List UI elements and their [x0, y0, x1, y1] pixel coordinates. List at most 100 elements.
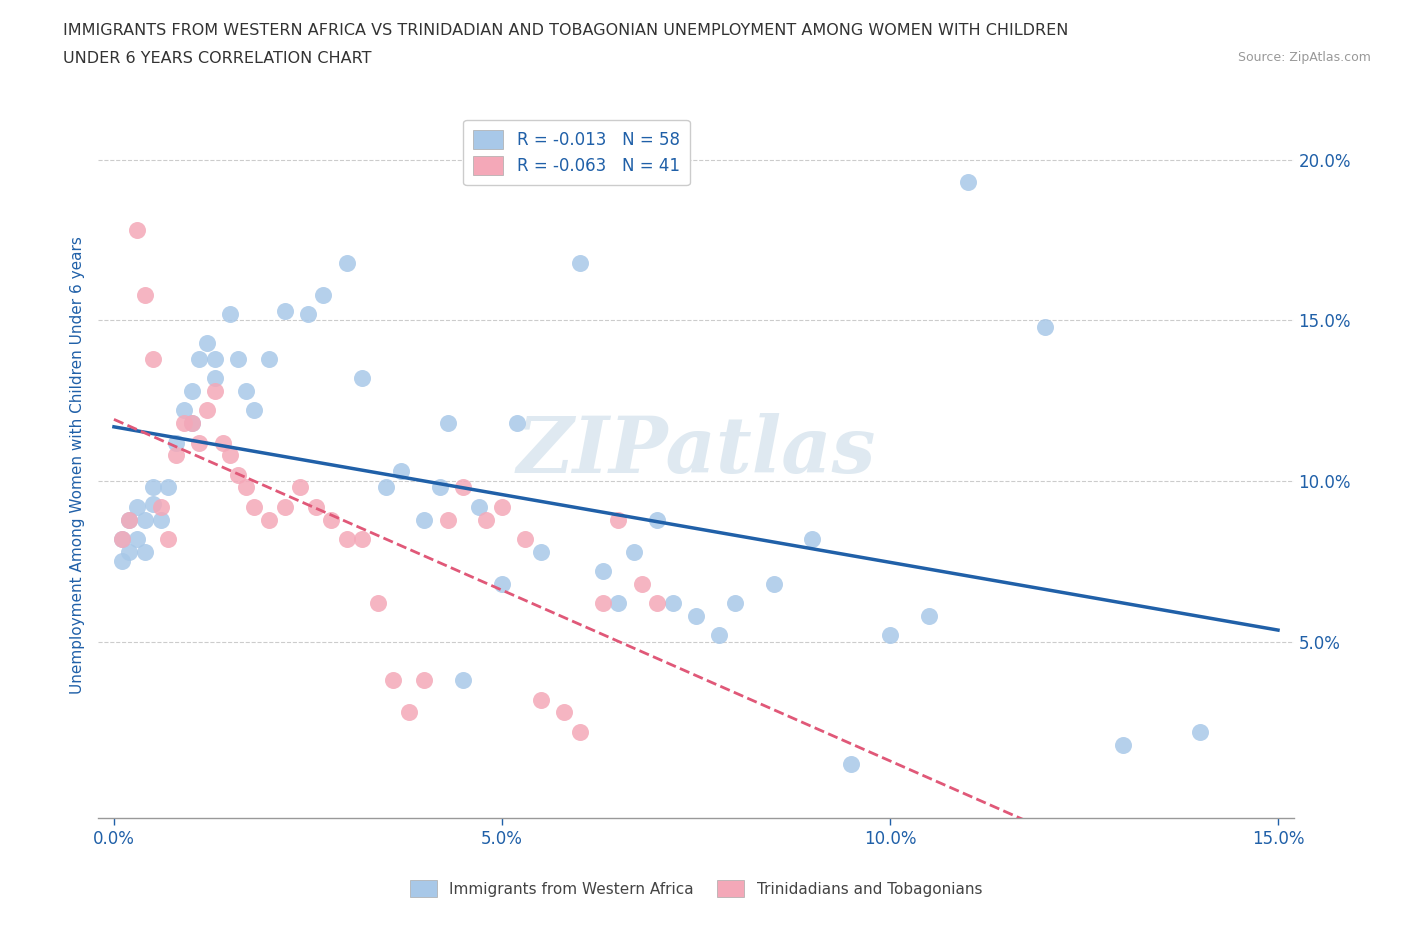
Point — [173, 403, 195, 418]
Point — [352, 371, 374, 386]
Point — [336, 531, 359, 546]
Point — [111, 531, 134, 546]
Point — [188, 352, 211, 366]
Point — [180, 384, 202, 399]
Point — [273, 499, 295, 514]
Text: ZIPatlas: ZIPatlas — [516, 413, 876, 489]
Point — [111, 554, 134, 569]
Point — [219, 307, 242, 322]
Point — [204, 371, 226, 386]
Point — [321, 512, 343, 527]
Point — [118, 544, 141, 559]
Point — [592, 564, 614, 578]
Point — [413, 672, 436, 687]
Legend: Immigrants from Western Africa, Trinidadians and Tobagonians: Immigrants from Western Africa, Trinidad… — [402, 872, 990, 905]
Text: IMMIGRANTS FROM WESTERN AFRICA VS TRINIDADIAN AND TOBAGONIAN UNEMPLOYMENT AMONG : IMMIGRANTS FROM WESTERN AFRICA VS TRINID… — [63, 23, 1069, 38]
Point — [180, 416, 202, 431]
Point — [235, 384, 257, 399]
Point — [398, 705, 420, 720]
Point — [180, 416, 202, 431]
Point — [607, 596, 630, 611]
Point — [226, 352, 249, 366]
Y-axis label: Unemployment Among Women with Children Under 6 years: Unemployment Among Women with Children U… — [69, 236, 84, 694]
Point — [709, 628, 731, 643]
Point — [290, 480, 312, 495]
Point — [336, 255, 359, 270]
Point — [451, 480, 474, 495]
Point — [467, 499, 489, 514]
Point — [607, 512, 630, 527]
Point — [491, 499, 513, 514]
Point — [367, 596, 389, 611]
Point — [530, 544, 553, 559]
Point — [118, 512, 141, 527]
Point — [149, 499, 172, 514]
Point — [312, 287, 335, 302]
Point — [173, 416, 195, 431]
Point — [219, 448, 242, 463]
Point — [157, 531, 180, 546]
Point — [165, 448, 187, 463]
Point — [352, 531, 374, 546]
Point — [506, 416, 529, 431]
Point — [204, 352, 226, 366]
Point — [297, 307, 319, 322]
Point — [134, 512, 156, 527]
Point — [134, 544, 156, 559]
Point — [305, 499, 328, 514]
Point — [1112, 737, 1135, 752]
Point — [211, 435, 233, 450]
Point — [149, 512, 172, 527]
Point — [127, 531, 149, 546]
Point — [436, 512, 458, 527]
Point — [515, 531, 537, 546]
Point — [1033, 319, 1056, 334]
Point — [226, 467, 249, 482]
Point — [429, 480, 451, 495]
Point — [413, 512, 436, 527]
Point — [118, 512, 141, 527]
Point — [839, 756, 862, 771]
Point — [661, 596, 683, 611]
Point — [645, 596, 668, 611]
Point — [491, 577, 513, 591]
Point — [623, 544, 645, 559]
Point — [273, 303, 295, 318]
Point — [142, 480, 165, 495]
Point — [389, 464, 412, 479]
Point — [257, 512, 280, 527]
Point — [553, 705, 575, 720]
Point — [918, 608, 941, 623]
Point — [801, 531, 824, 546]
Point — [685, 608, 707, 623]
Point — [382, 672, 405, 687]
Point — [134, 287, 156, 302]
Point — [111, 531, 134, 546]
Point — [165, 435, 187, 450]
Point — [157, 480, 180, 495]
Point — [195, 403, 218, 418]
Point — [475, 512, 498, 527]
Point — [127, 499, 149, 514]
Point — [592, 596, 614, 611]
Point — [436, 416, 458, 431]
Point — [568, 724, 591, 739]
Point — [142, 352, 165, 366]
Point — [956, 175, 979, 190]
Point — [530, 692, 553, 707]
Point — [645, 512, 668, 527]
Point — [762, 577, 785, 591]
Text: Source: ZipAtlas.com: Source: ZipAtlas.com — [1237, 51, 1371, 64]
Point — [242, 499, 264, 514]
Text: UNDER 6 YEARS CORRELATION CHART: UNDER 6 YEARS CORRELATION CHART — [63, 51, 371, 66]
Point — [374, 480, 396, 495]
Point — [568, 255, 591, 270]
Point — [188, 435, 211, 450]
Point — [630, 577, 652, 591]
Point — [257, 352, 280, 366]
Point — [724, 596, 747, 611]
Point — [242, 403, 264, 418]
Point — [204, 384, 226, 399]
Point — [879, 628, 901, 643]
Point — [195, 336, 218, 351]
